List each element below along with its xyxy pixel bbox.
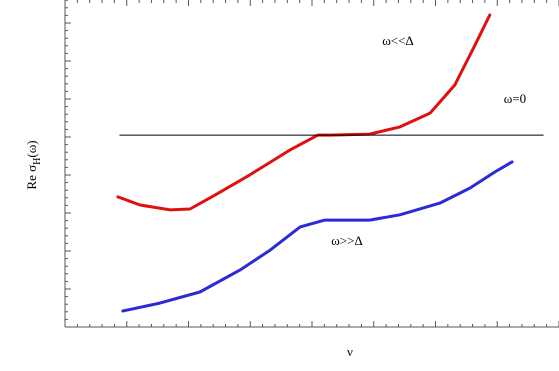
series-line [121, 160, 514, 313]
annotation: ω>>Δ [331, 233, 363, 248]
y-label-subscript: H [32, 158, 43, 165]
y-label-tail: (ω) [24, 140, 39, 157]
x-axis-label: ν [347, 344, 353, 359]
annotation: ω<<Δ [382, 33, 414, 48]
annotation: ω=0 [504, 91, 526, 106]
y-axis-label: Re σH(ω) [24, 140, 43, 189]
frame [64, 0, 559, 328]
y-label-main: Re σ [24, 165, 39, 190]
